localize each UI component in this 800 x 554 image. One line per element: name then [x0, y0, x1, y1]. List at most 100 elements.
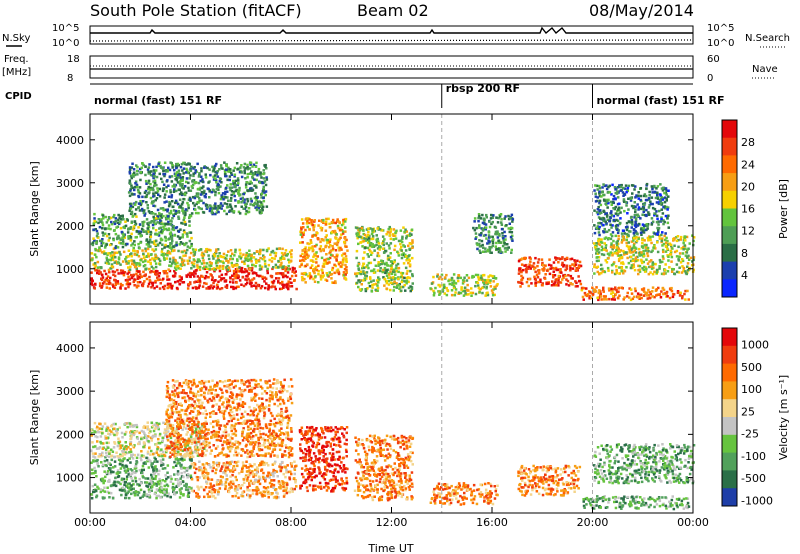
- data-cell: [168, 264, 171, 267]
- data-cell: [367, 261, 371, 265]
- data-cell: [638, 253, 641, 256]
- data-cell: [615, 249, 618, 252]
- data-cell: [163, 201, 166, 204]
- data-cell: [647, 250, 650, 253]
- data-cell: [342, 271, 346, 274]
- data-cell: [284, 274, 287, 278]
- data-cell: [369, 253, 373, 256]
- data-cell: [173, 185, 177, 188]
- data-cell: [665, 236, 668, 240]
- data-cell: [325, 272, 329, 275]
- data-cell: [589, 296, 593, 300]
- data-cell: [180, 257, 184, 261]
- data-cell: [322, 218, 325, 222]
- data-cell: [614, 197, 617, 200]
- colorbar-frame: [721, 119, 738, 298]
- data-cell: [598, 233, 601, 237]
- data-cell: [155, 484, 158, 487]
- data-cell: [621, 272, 625, 275]
- data-cell: [375, 234, 378, 237]
- data-cell: [367, 230, 370, 234]
- data-cell: [115, 226, 118, 229]
- data-cell: [356, 232, 360, 235]
- data-cell: [155, 285, 159, 288]
- data-cell: [476, 273, 480, 277]
- data-cell: [463, 276, 466, 279]
- data-cell: [197, 279, 200, 282]
- data-cell: [279, 258, 282, 261]
- data-cell: [128, 235, 131, 238]
- data-cell: [215, 162, 218, 166]
- data-cell: [597, 247, 600, 251]
- data-cell: [104, 279, 107, 282]
- data-cell: [355, 249, 359, 253]
- data-cell: [305, 253, 309, 256]
- data-cell: [152, 192, 155, 195]
- data-cell: [577, 275, 580, 278]
- data-cell: [234, 205, 237, 208]
- data-cell: [611, 231, 615, 234]
- data-cell: [228, 269, 232, 272]
- data-cell: [144, 247, 147, 250]
- data-cell: [344, 255, 348, 258]
- data-cell: [135, 235, 138, 239]
- data-cell: [164, 208, 167, 212]
- data-cell: [645, 182, 649, 186]
- data-cell: [139, 280, 142, 284]
- data-cell: [241, 196, 244, 200]
- data-cell: [192, 265, 196, 268]
- data-cell: [634, 225, 638, 229]
- data-cell: [452, 273, 456, 276]
- data-cell: [134, 462, 138, 466]
- data-cell: [620, 269, 624, 273]
- data-cell: [160, 464, 163, 467]
- data-cell: [452, 279, 456, 283]
- data-cell: [658, 258, 662, 262]
- data-cell: [149, 479, 152, 482]
- data-cell: [145, 238, 149, 241]
- data-cell: [130, 232, 133, 236]
- data-cell: [653, 214, 656, 217]
- data-cell: [636, 203, 639, 206]
- data-cell: [367, 227, 370, 230]
- data-cell: [650, 196, 654, 199]
- data-cell: [644, 198, 648, 202]
- data-cell: [511, 220, 514, 223]
- data-cell: [181, 182, 184, 186]
- data-cell: [232, 179, 235, 183]
- data-cell: [622, 249, 625, 253]
- data-cell: [178, 173, 182, 176]
- data-cell: [168, 202, 171, 206]
- data-cell: [114, 484, 118, 488]
- data-cell: [646, 248, 650, 251]
- data-cell: [234, 179, 238, 183]
- data-cell: [365, 238, 369, 241]
- data-cell: [245, 257, 248, 260]
- data-region: [593, 182, 670, 237]
- data-cell: [390, 266, 393, 269]
- data-cell: [617, 247, 620, 250]
- data-cell: [153, 492, 157, 496]
- data-cell: [155, 469, 158, 472]
- data-cell: [220, 287, 224, 290]
- data-cell: [629, 196, 632, 200]
- data-cell: [288, 261, 291, 264]
- data-cell: [276, 265, 280, 269]
- data-cell: [392, 268, 395, 271]
- data-cell: [161, 467, 165, 470]
- data-cell: [130, 244, 133, 247]
- data-cell: [138, 192, 142, 195]
- data-cell: [631, 220, 634, 224]
- data-cell: [565, 283, 568, 286]
- data-cell: [363, 251, 366, 254]
- data-cell: [130, 202, 133, 206]
- data-cell: [635, 236, 638, 239]
- data-cell: [660, 208, 663, 211]
- data-cell: [641, 230, 644, 234]
- data-cell: [504, 215, 507, 218]
- data-cell: [595, 184, 599, 188]
- data-cell: [653, 244, 656, 247]
- data-cell: [382, 276, 385, 279]
- data-cell: [169, 161, 172, 164]
- data-cell: [643, 202, 647, 205]
